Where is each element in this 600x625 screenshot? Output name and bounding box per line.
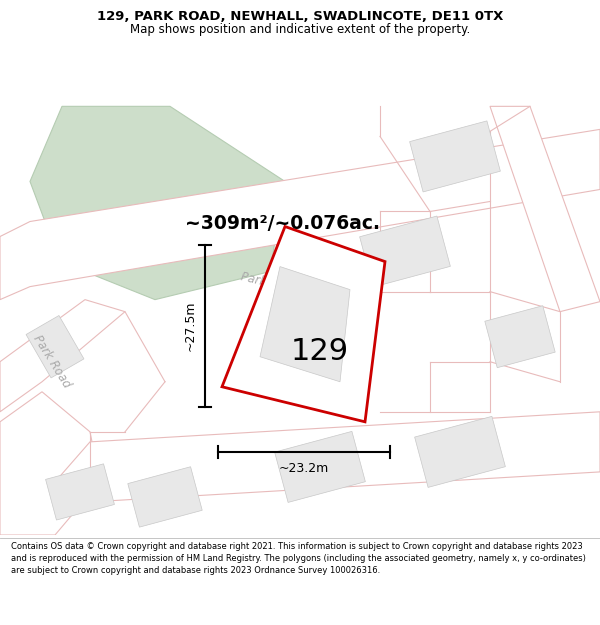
Text: Park Road: Park Road (31, 333, 73, 391)
Polygon shape (222, 226, 385, 422)
Polygon shape (128, 467, 202, 527)
Text: 129: 129 (291, 338, 349, 366)
Text: 129, PARK ROAD, NEWHALL, SWADLINCOTE, DE11 0TX: 129, PARK ROAD, NEWHALL, SWADLINCOTE, DE… (97, 10, 503, 23)
Polygon shape (359, 216, 451, 287)
Text: Contains OS data © Crown copyright and database right 2021. This information is : Contains OS data © Crown copyright and d… (11, 542, 586, 575)
Text: ~23.2m: ~23.2m (279, 462, 329, 475)
Polygon shape (260, 267, 350, 382)
Polygon shape (0, 129, 600, 299)
Polygon shape (26, 316, 84, 378)
Text: ~309m²/~0.076ac.: ~309m²/~0.076ac. (185, 214, 380, 233)
Polygon shape (30, 106, 285, 299)
Text: ~27.5m: ~27.5m (184, 301, 197, 351)
Polygon shape (415, 416, 505, 488)
Polygon shape (0, 299, 125, 412)
Polygon shape (275, 431, 365, 502)
Polygon shape (46, 464, 115, 520)
Text: Park Road: Park Road (239, 271, 301, 297)
Polygon shape (410, 121, 500, 192)
Text: Map shows position and indicative extent of the property.: Map shows position and indicative extent… (130, 23, 470, 36)
Polygon shape (485, 306, 555, 368)
Polygon shape (490, 106, 600, 312)
Polygon shape (0, 392, 100, 535)
Polygon shape (55, 412, 600, 502)
